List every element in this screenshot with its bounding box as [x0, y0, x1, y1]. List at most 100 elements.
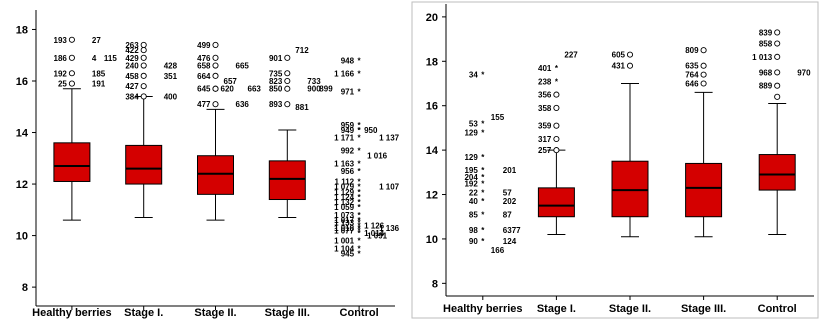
outlier-label: 384	[125, 92, 139, 101]
outlier-circle	[140, 54, 147, 61]
outlier-label: 992	[341, 147, 355, 156]
left-boxplot-panel: 8 10 12 14 16 18 Healthy berries Stage I. Stage …	[0, 0, 410, 320]
outlier-label: 401	[538, 64, 552, 73]
outlier-label: 1 017	[334, 216, 355, 225]
outlier-circle	[212, 54, 219, 61]
outlier-circle	[774, 82, 781, 89]
outlier-label: 1 077	[334, 226, 355, 235]
outlier-label: 1 001	[334, 237, 355, 246]
outlier-label: 1 137	[379, 134, 400, 143]
box-4	[758, 102, 796, 235]
outlier-label: 429	[125, 54, 139, 63]
outlier-label: 809	[685, 46, 699, 55]
outlier-circle	[140, 83, 147, 90]
outlier-label: 1 163	[334, 159, 355, 168]
outlier-label: 899	[319, 85, 333, 94]
outlier-label: 1 171	[334, 134, 355, 143]
outlier-circle	[774, 40, 781, 47]
y-tick-label: 10	[16, 231, 28, 243]
outlier-star: *	[358, 167, 362, 176]
outlier-star: *	[555, 64, 559, 73]
outlier-label: 422	[125, 46, 139, 55]
outlier-label: 458	[125, 72, 139, 81]
outlier-label: 948	[341, 56, 355, 65]
outlier-star: *	[481, 226, 485, 235]
outlier-label: 968	[759, 68, 773, 77]
outlier-star: *	[358, 229, 362, 238]
outlier-circle	[774, 29, 781, 36]
outlier-label: 901	[269, 54, 283, 63]
outlier-label: 881	[295, 103, 309, 112]
outlier-star: *	[358, 237, 362, 246]
outlier-label: 1 133	[334, 219, 355, 228]
outlier-circle	[553, 135, 560, 143]
outlier-label: 1 129	[334, 188, 355, 197]
outlier-label: 712	[295, 46, 309, 55]
outlier-label: 858	[759, 40, 773, 49]
outlier-label: 238	[538, 77, 552, 86]
right-boxplot-chart: 8 10 12 14 16 18 20 Healthy berries Stage I. Stag…	[411, 1, 819, 319]
outlier-star: *	[358, 188, 362, 197]
outlier-star: *	[481, 188, 485, 197]
box-iqr	[268, 160, 306, 201]
outlier-label: 40	[469, 197, 478, 206]
outlier-label: 665	[236, 62, 250, 71]
outlier-label: 1 079	[334, 183, 355, 192]
outlier-label: 166	[491, 246, 505, 255]
x-category-label: Stage III.	[681, 303, 726, 315]
outlier-label: 764	[685, 71, 699, 80]
box-2	[611, 82, 649, 238]
outlier-label: 90	[469, 237, 478, 246]
outlier-circle	[700, 62, 707, 69]
outlier-label: 263	[125, 41, 139, 50]
y-tick-label: 14	[426, 145, 439, 157]
outlier-label: 1 104	[334, 244, 355, 253]
outlier-circle	[140, 93, 147, 100]
outlier-star: *	[358, 193, 362, 202]
right-boxplot-panel: 8 10 12 14 16 18 20 Healthy berries Stage I. Stag…	[410, 0, 821, 320]
outlier-star: *	[358, 183, 362, 192]
outlier-circle	[700, 47, 707, 54]
outlier-label: 950	[364, 126, 378, 135]
outlier-circle	[140, 62, 147, 69]
outlier-star: *	[481, 128, 485, 137]
outlier-label: 129	[464, 153, 478, 162]
outlier-label: 22	[469, 188, 478, 197]
x-category-label: Stage II.	[609, 303, 651, 315]
outlier-label: 428	[164, 62, 178, 71]
y-tick-label: 10	[426, 234, 438, 246]
outlier-label: 605	[612, 51, 626, 60]
outlier-circle	[212, 85, 219, 92]
outlier-circle	[68, 54, 75, 61]
outlier-star: *	[358, 121, 362, 130]
outlier-circle	[284, 101, 291, 108]
outlier-star: *	[481, 71, 485, 80]
outlier-label: 25	[58, 80, 67, 89]
y-tick-label: 14	[16, 128, 29, 140]
outlier-star: *	[358, 219, 362, 228]
box-iqr	[197, 155, 234, 195]
outlier-label: 204	[464, 173, 478, 182]
outlier-label: 1 016	[367, 152, 388, 161]
outlier-label: 663	[248, 85, 262, 94]
outlier-label: 192	[464, 179, 478, 188]
outlier-star: *	[555, 77, 559, 86]
outlier-label: 27	[92, 36, 101, 45]
outlier-label: 1 013	[752, 53, 773, 62]
outlier-star: *	[481, 197, 485, 206]
outlier-circle	[68, 80, 75, 87]
y-tick-label: 16	[426, 101, 438, 113]
outlier-label: 823	[269, 77, 283, 86]
outlier-star: *	[481, 119, 485, 128]
outlier-star: *	[358, 224, 362, 233]
outlier-circle	[700, 80, 707, 87]
outlier-label: 1 132	[334, 198, 355, 207]
outlier-label: 359	[538, 122, 552, 131]
outlier-label: 257	[538, 146, 552, 155]
box-iqr	[685, 162, 723, 218]
outlier-star: *	[358, 203, 362, 212]
outlier-star: *	[358, 134, 362, 143]
outlier-label: 850	[269, 85, 283, 94]
outlier-star: *	[481, 153, 485, 162]
box-iqr	[53, 142, 91, 182]
